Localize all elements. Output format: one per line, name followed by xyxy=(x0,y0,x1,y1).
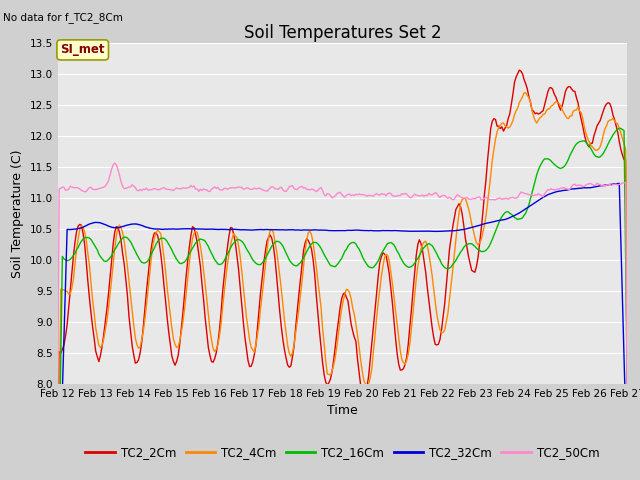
Text: SI_met: SI_met xyxy=(60,43,105,57)
Legend: TC2_2Cm, TC2_4Cm, TC2_16Cm, TC2_32Cm, TC2_50Cm: TC2_2Cm, TC2_4Cm, TC2_16Cm, TC2_32Cm, TC… xyxy=(81,441,604,464)
Text: No data for f_TC2_8Cm: No data for f_TC2_8Cm xyxy=(3,12,123,23)
Title: Soil Temperatures Set 2: Soil Temperatures Set 2 xyxy=(244,24,441,42)
X-axis label: Time: Time xyxy=(327,405,358,418)
Y-axis label: Soil Temperature (C): Soil Temperature (C) xyxy=(11,149,24,278)
